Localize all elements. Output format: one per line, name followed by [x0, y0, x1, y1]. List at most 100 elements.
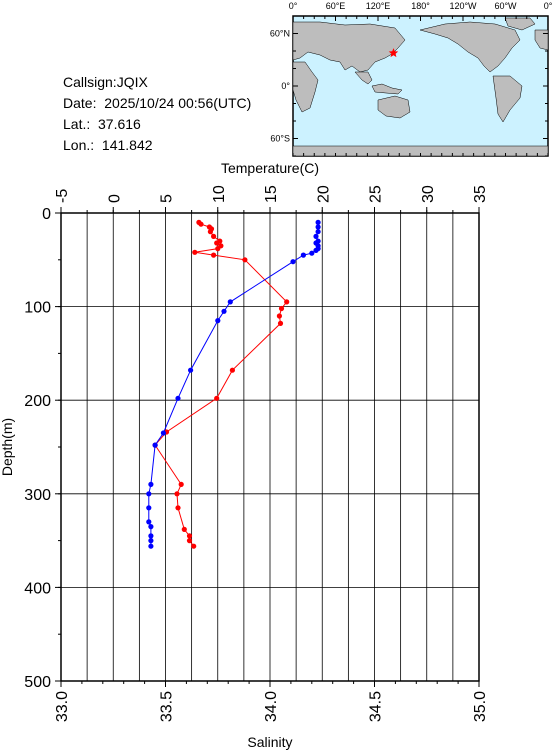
temperature-point [278, 305, 285, 312]
salinity-point [309, 250, 315, 256]
temperature-point [229, 367, 235, 373]
land-europe-east [534, 29, 549, 51]
salinity-point [290, 259, 296, 265]
temperature-point [174, 491, 180, 497]
temperature-point [284, 299, 290, 305]
temperature-point [217, 238, 223, 244]
salinity-point [146, 519, 152, 525]
top-axis-tick-label: 30 [420, 185, 437, 203]
map-labels: 0° 60°E 120°E 180° 120°W 60°W 0° 60°N 0° 60°S [270, 1, 553, 144]
land-asia-east [354, 71, 373, 85]
map-top-label: 120°W [449, 1, 477, 11]
temperature-point [181, 526, 187, 533]
top-axis-tick-label: -5 [54, 189, 71, 203]
temperature-point [175, 505, 181, 511]
temperature-point [196, 219, 202, 225]
left-axis-tick-label: 100 [24, 300, 51, 317]
salinity-point [148, 533, 154, 539]
salinity-point [152, 442, 158, 448]
temperature-point [211, 252, 217, 258]
temperature-point [186, 538, 193, 544]
chart-series [146, 219, 321, 549]
map-left-label: 0° [281, 81, 290, 91]
date-text: Date: 2025/10/24 00:56(UTC) [63, 95, 252, 111]
land-south-america [492, 75, 523, 123]
salinity-point [148, 543, 154, 549]
left-axis-tick-label: 200 [24, 393, 51, 410]
salinity-point [148, 481, 154, 487]
salinity-point [315, 246, 321, 252]
station-info: Callsign:JQIX Date: 2025/10/24 00:56(UTC… [63, 72, 251, 156]
land-eurasia-west [292, 21, 406, 73]
top-axis-tick-label: 35 [472, 185, 489, 203]
temperature-point [242, 257, 248, 263]
salinity-point [315, 219, 321, 225]
salinity-point [146, 491, 152, 497]
salinity-point [313, 240, 319, 246]
salinity-point [315, 238, 321, 244]
callsign-text: Callsign:JQIX [63, 74, 148, 90]
temperature-point [191, 543, 197, 549]
map-marker [388, 48, 399, 58]
top-axis-tick-label: 20 [315, 185, 332, 203]
left-axis-tick-label: 400 [24, 580, 51, 597]
salinity-point [300, 252, 306, 258]
salinity-point [315, 243, 321, 249]
map-left-label: 60°N [270, 29, 290, 39]
bottom-axis-tick-label: 34.0 [263, 691, 280, 722]
salinity-line [148, 222, 319, 547]
top-axis-tick-label: 15 [263, 185, 280, 203]
top-axis-tick-label: 5 [159, 194, 176, 203]
land-indonesia [371, 83, 403, 95]
temperature-point [186, 533, 193, 539]
temperature-point [152, 442, 158, 448]
salinity-point [315, 229, 321, 235]
temperature-line [154, 222, 288, 547]
temperature-point [178, 481, 184, 487]
temperature-point [198, 221, 204, 227]
left-axis-tick-label: 0 [42, 206, 51, 223]
map-left-label: 60°S [270, 134, 290, 144]
salinity-point [175, 395, 181, 401]
chart-grid [61, 213, 479, 681]
land-greenland [504, 17, 536, 31]
top-axis-tick-label: 0 [106, 194, 123, 203]
temperature-point [214, 395, 220, 401]
bottom-axis-tick-label: 33.0 [54, 691, 71, 722]
location-map: 0° 60°E 120°E 180° 120°W 60°W 0° 60°N 0° 60°S [270, 1, 553, 157]
land-australia [377, 95, 411, 119]
location-star-marker [388, 48, 399, 58]
bottom-axis-tick-label: 35.0 [472, 691, 489, 722]
bottom-axis-label: Salinity [247, 734, 292, 750]
temperature-point [218, 243, 224, 249]
map-top-label: 60°E [326, 1, 346, 11]
temperature-point [211, 233, 217, 239]
temperature-point [163, 429, 170, 435]
salinity-point [188, 367, 194, 373]
temperature-point [208, 226, 215, 232]
bottom-axis-tick-label: 34.5 [368, 691, 385, 722]
temperature-point [214, 240, 220, 246]
top-axis-tick-label: 25 [368, 185, 385, 203]
map-top-label: 60°W [494, 1, 517, 11]
salinity-point [148, 524, 154, 530]
salinity-point [160, 430, 166, 436]
map-top-label: 0° [289, 1, 298, 11]
temperature-point [277, 320, 284, 326]
temperature-point [206, 224, 212, 230]
map-top-label: 180° [411, 1, 430, 11]
salinity-point [221, 308, 227, 314]
plot-frame [60, 212, 480, 682]
land-africa [292, 61, 319, 113]
temperature-point [276, 313, 282, 319]
left-axis-tick-label: 300 [24, 487, 51, 504]
salinity-point [148, 538, 154, 544]
salinity-point [215, 318, 221, 324]
left-axis-label: Depth(m) [0, 418, 15, 476]
salinity-point [315, 224, 321, 230]
salinity-point [313, 233, 319, 239]
land-north-america [419, 21, 521, 73]
longitude-text: Lon.: 141.842 [63, 137, 153, 153]
temperature-point [215, 246, 221, 252]
